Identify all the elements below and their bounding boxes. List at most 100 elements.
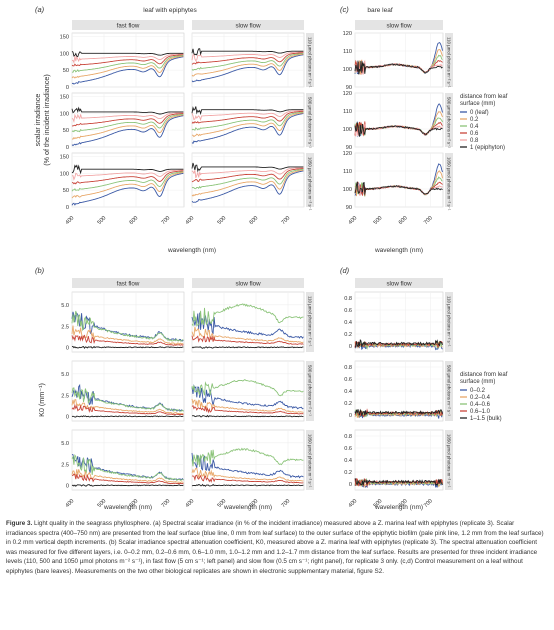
series-line-4	[354, 478, 443, 486]
series-line-3	[71, 54, 184, 67]
y-tick-label: 5.0	[61, 372, 69, 378]
legend-item: 0.6–1.0	[470, 409, 491, 415]
x-tick-label: 600	[249, 498, 260, 509]
series-line-4	[71, 169, 184, 181]
row-strip	[445, 33, 453, 87]
column-strip	[192, 278, 304, 288]
series-line-3	[191, 474, 304, 484]
x-tick-label: 400	[185, 498, 196, 509]
y-tick-label: 100	[60, 171, 69, 177]
series-line-3	[71, 334, 184, 346]
column-strip-label: slow flow	[386, 23, 412, 30]
column-strip	[192, 20, 304, 30]
x-tick-label: 700	[423, 215, 434, 226]
panel-c-label: (c)	[340, 5, 349, 14]
caption-lead: Figure 3.	[6, 520, 33, 527]
row-strip-label: 1050 µmol photons m⁻² s⁻¹	[447, 434, 452, 488]
row-strip	[306, 430, 314, 490]
series-line-5	[191, 48, 304, 56]
y-tick-label: 0.8	[344, 434, 352, 440]
legend-item: 0.8	[470, 138, 479, 144]
panel-b-r1-c0	[71, 360, 185, 422]
x-tick-label: 500	[373, 215, 384, 226]
row-strip-label: 500 µmol photons m⁻² s⁻¹	[447, 365, 452, 416]
series-line-5	[71, 50, 184, 58]
y-tick-label: 50	[63, 68, 69, 74]
y-tick-label: 150	[60, 34, 69, 40]
y-tick-label: 0.2	[344, 332, 352, 338]
y-tick-label: 50	[63, 128, 69, 134]
series-line-4	[71, 112, 184, 124]
legend-item: 0 (leaf)	[470, 110, 489, 116]
x-tick-label: 700	[281, 498, 292, 509]
series-line-3	[71, 403, 184, 416]
panel-a-r0-c1	[191, 32, 314, 88]
row-strip-label: 500 µmol photons m⁻² s⁻¹	[308, 97, 313, 148]
y-tick-label: 100	[343, 127, 352, 133]
series-line-0	[191, 54, 304, 83]
series-line-4	[71, 484, 184, 487]
series-line-3	[191, 52, 304, 65]
column-strip-label: fast flow	[117, 23, 140, 30]
panel-b-r2-c0	[71, 429, 185, 491]
row-strip	[306, 33, 314, 87]
series-line-2	[71, 310, 184, 342]
x-tick-label: 600	[249, 215, 260, 226]
series-line-0	[191, 452, 304, 479]
panel-b-r2-c1	[191, 429, 314, 491]
panel-frame	[71, 360, 185, 422]
series-line-1	[71, 469, 184, 484]
y-tick-label: 90	[346, 85, 352, 91]
series-line-5	[191, 106, 304, 116]
legend-item: 1–1.5 (bulk)	[470, 416, 502, 422]
panel-a-r2-c1	[191, 152, 314, 208]
panel-c-xlabel: wavelength (nm)	[374, 247, 423, 254]
legend-item: 0.6	[470, 131, 479, 137]
x-tick-label: 500	[373, 498, 384, 509]
y-tick-label: 0.4	[344, 458, 352, 464]
y-tick-label: 0	[349, 482, 352, 488]
panel-d-r1	[354, 360, 453, 422]
y-tick-label: 110	[343, 49, 352, 55]
series-line-3	[191, 110, 304, 124]
y-tick-label: 0.4	[344, 389, 352, 395]
column-strip-label: slow flow	[235, 281, 261, 288]
panel-frame	[354, 152, 444, 208]
panel-b-r0-c1	[191, 291, 314, 353]
row-strip	[445, 430, 453, 490]
panel-c-r2	[354, 152, 453, 208]
y-tick-label: 0	[66, 415, 69, 421]
row-strip	[306, 153, 314, 207]
series-line-3	[71, 170, 184, 185]
series-line-5	[354, 60, 443, 75]
x-tick-label: 500	[217, 215, 228, 226]
row-strip-label: 1050 µmol photons m⁻² s⁻¹	[308, 157, 313, 211]
row-strip-label: 1050 µmol photons m⁻² s⁻¹	[447, 157, 452, 211]
row-strip	[306, 93, 314, 147]
series-line-4	[191, 51, 304, 62]
y-tick-label: 100	[343, 187, 352, 193]
panel-frame	[71, 152, 185, 208]
legend-item: 1 (epiphyton)	[470, 145, 505, 151]
series-line-4	[71, 345, 184, 350]
y-tick-label: 0.8	[344, 296, 352, 302]
y-tick-label: 0.6	[344, 377, 352, 383]
panel-d-r2	[354, 429, 453, 491]
series-line-5	[71, 106, 184, 115]
column-strip-label: fast flow	[117, 281, 140, 288]
y-tick-label: 50	[63, 188, 69, 194]
series-line-4	[191, 110, 304, 122]
y-tick-label: 0	[66, 205, 69, 211]
y-tick-label: 2.5	[61, 393, 69, 399]
series-line-3	[354, 477, 443, 488]
series-line-2	[191, 52, 304, 71]
series-line-5	[354, 181, 443, 195]
x-tick-label: 400	[185, 215, 196, 226]
series-line-3	[191, 404, 304, 415]
series-line-4	[71, 415, 184, 418]
column-strip	[72, 278, 184, 288]
legend-item: 0–0.2	[470, 388, 486, 394]
series-line-2	[191, 379, 304, 397]
row-strip-label: 110 µmol photons m⁻² s⁻¹	[447, 296, 452, 347]
row-strip-label: 500 µmol photons m⁻² s⁻¹	[447, 97, 452, 148]
